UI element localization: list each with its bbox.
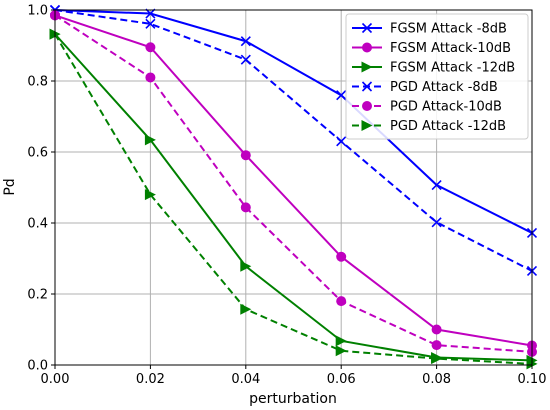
y-tick-label: 0.2 xyxy=(27,288,48,303)
x-tick-label: 0.10 xyxy=(518,372,547,387)
series-line xyxy=(54,14,533,353)
legend-marker xyxy=(361,120,373,131)
legend-label: PGD Attack -8dB xyxy=(390,80,498,95)
legend-label: FGSM Attack -12dB xyxy=(390,61,515,76)
y-tick-label: 1.0 xyxy=(27,4,48,19)
y-axis-label: Pd xyxy=(2,178,18,195)
legend-marker xyxy=(361,22,373,34)
legend-item: FGSM Attack -8dB xyxy=(352,22,507,37)
series-line xyxy=(54,14,533,347)
legend-item: PGD Attack -12dB xyxy=(352,119,506,134)
y-axis-ticks: 0.0 0.2 0.4 0.6 0.8 1.0 xyxy=(27,4,55,374)
data-point xyxy=(145,42,156,53)
x-axis-label: perturbation xyxy=(249,391,337,407)
legend-item: PGD Attack -8dB xyxy=(352,80,498,95)
legend-item: FGSM Attack -12dB xyxy=(352,61,515,76)
data-point xyxy=(240,202,251,213)
series-layer xyxy=(49,4,538,370)
data-point xyxy=(431,217,442,228)
y-tick-label: 0.6 xyxy=(27,146,48,161)
data-point xyxy=(431,353,443,365)
series-line xyxy=(54,9,533,272)
legend-label: PGD Attack -12dB xyxy=(390,119,506,134)
data-point xyxy=(240,303,252,315)
x-axis-ticks: 0.00 0.02 0.04 0.06 0.08 0.10 xyxy=(41,365,547,387)
data-point xyxy=(431,324,442,335)
series-line xyxy=(54,33,533,362)
legend-item: FGSM Attack-10dB xyxy=(352,41,511,56)
data-point xyxy=(240,54,251,65)
legend-marker xyxy=(361,81,373,92)
legend-label: FGSM Attack -8dB xyxy=(390,22,507,37)
data-point xyxy=(335,345,347,357)
series-6 xyxy=(49,28,538,370)
data-point xyxy=(145,18,156,29)
data-point xyxy=(240,36,251,47)
x-tick-label: 0.00 xyxy=(41,372,70,387)
data-point xyxy=(144,189,156,201)
series-line xyxy=(54,9,533,234)
legend-item: PGD Attack-10dB xyxy=(352,100,502,115)
legend-box xyxy=(345,13,529,140)
x-tick-label: 0.08 xyxy=(422,372,451,387)
x-tick-label: 0.04 xyxy=(231,372,260,387)
y-tick-label: 0.8 xyxy=(27,75,48,90)
data-point xyxy=(240,150,251,161)
y-tick-label: 0.0 xyxy=(27,359,48,374)
legend-label: FGSM Attack-10dB xyxy=(390,41,511,56)
series-5 xyxy=(50,10,537,357)
data-point xyxy=(336,296,347,307)
legend-marker xyxy=(362,42,372,53)
data-point xyxy=(336,136,347,147)
legend-marker xyxy=(362,101,372,111)
data-point xyxy=(336,251,347,262)
plot-frame xyxy=(54,9,533,366)
y-tick-label: 0.4 xyxy=(27,217,48,232)
data-point xyxy=(431,340,442,351)
legend-label: PGD Attack-10dB xyxy=(390,100,502,115)
data-point xyxy=(240,260,252,272)
data-point xyxy=(145,8,156,19)
legend-marker xyxy=(361,61,373,73)
series-line xyxy=(54,33,533,365)
data-point xyxy=(144,134,156,146)
data-point xyxy=(431,179,442,191)
x-tick-label: 0.02 xyxy=(136,372,165,387)
data-point xyxy=(336,90,347,101)
data-point xyxy=(145,72,156,83)
data-point xyxy=(335,335,347,347)
x-tick-label: 0.06 xyxy=(327,372,356,387)
legend: FGSM Attack -8dB FGSM Attack-10dB FGSM Att… xyxy=(345,13,529,140)
